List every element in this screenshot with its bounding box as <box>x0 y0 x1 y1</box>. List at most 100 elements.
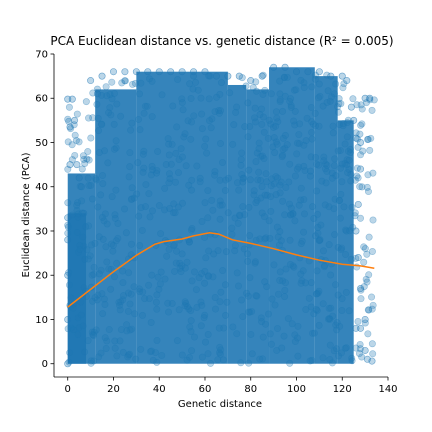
scatter-point <box>209 206 217 214</box>
scatter-point <box>220 324 228 332</box>
scatter-point <box>364 135 372 143</box>
scatter-point <box>332 281 340 289</box>
scatter-point <box>281 286 289 294</box>
scatter-point <box>251 259 259 267</box>
scatter-point <box>136 288 144 296</box>
scatter-point <box>255 139 263 147</box>
scatter-point <box>97 349 105 357</box>
scatter-point <box>167 68 175 76</box>
scatter-point <box>359 147 367 155</box>
scatter-point <box>140 109 148 117</box>
scatter-point <box>290 117 298 125</box>
scatter-point <box>148 113 156 121</box>
scatter-point <box>211 171 219 179</box>
scatter-point <box>127 240 135 248</box>
scatter-points <box>64 63 378 368</box>
scatter-point <box>82 223 90 231</box>
scatter-point <box>297 184 305 192</box>
scatter-point <box>253 292 261 300</box>
scatter-point <box>140 164 148 172</box>
scatter-point <box>215 107 223 115</box>
scatter-point <box>264 134 272 142</box>
scatter-point <box>237 161 245 169</box>
scatter-point <box>186 323 194 331</box>
scatter-point <box>87 134 95 142</box>
scatter-point <box>69 304 77 312</box>
scatter-point <box>76 245 84 253</box>
scatter-point <box>95 233 103 241</box>
scatter-point <box>173 337 181 345</box>
scatter-point <box>335 100 343 108</box>
scatter-point <box>164 299 172 307</box>
scatter-point <box>215 324 223 332</box>
scatter-point <box>328 93 336 101</box>
scatter-point <box>103 92 111 100</box>
scatter-point <box>368 106 376 114</box>
scatter-point <box>165 308 173 316</box>
scatter-point <box>307 153 315 161</box>
scatter-point <box>281 74 289 82</box>
scatter-point <box>282 265 290 273</box>
scatter-point <box>311 71 319 79</box>
scatter-point <box>174 169 182 177</box>
scatter-point <box>246 176 254 184</box>
scatter-point <box>252 87 260 95</box>
scatter-point <box>201 68 209 76</box>
scatter-point <box>279 151 287 159</box>
scatter-point <box>133 190 141 198</box>
scatter-point <box>287 103 295 111</box>
scatter-point <box>136 90 144 98</box>
scatter-point <box>345 156 353 164</box>
scatter-point <box>124 307 132 315</box>
scatter-point <box>274 290 282 298</box>
scatter-point <box>64 360 72 368</box>
scatter-point <box>127 290 135 298</box>
scatter-point <box>279 145 287 153</box>
scatter-point <box>80 242 88 250</box>
scatter-point <box>233 269 241 277</box>
scatter-point <box>238 149 246 157</box>
scatter-point <box>201 311 209 319</box>
scatter-point <box>211 294 219 302</box>
scatter-point <box>248 308 256 316</box>
scatter-point <box>369 350 377 358</box>
scatter-point <box>274 174 282 182</box>
scatter-point <box>240 245 248 253</box>
scatter-point <box>307 303 315 311</box>
scatter-point <box>163 252 171 260</box>
scatter-point <box>66 281 74 289</box>
scatter-point <box>358 120 366 128</box>
scatter-point <box>130 283 138 291</box>
scatter-point <box>236 211 244 219</box>
scatter-point <box>285 200 293 208</box>
scatter-point <box>361 315 369 323</box>
scatter-point <box>64 214 72 222</box>
scatter-point <box>266 234 274 242</box>
scatter-point <box>327 271 335 279</box>
scatter-point <box>219 159 227 167</box>
scatter-point <box>181 298 189 306</box>
scatter-point <box>334 108 342 116</box>
scatter-point <box>224 209 232 217</box>
scatter-point <box>335 196 343 204</box>
scatter-point <box>364 330 372 338</box>
scatter-point <box>236 212 244 220</box>
scatter-point <box>185 238 193 246</box>
scatter-point <box>267 193 275 201</box>
scatter-point <box>335 95 343 103</box>
scatter-point <box>303 114 311 122</box>
scatter-point <box>68 156 76 164</box>
scatter-point <box>147 347 155 355</box>
scatter-point <box>88 241 96 249</box>
scatter-point <box>241 123 249 131</box>
scatter-point <box>221 186 229 194</box>
scatter-point <box>247 330 255 338</box>
scatter-point <box>245 308 253 316</box>
scatter-point <box>107 111 115 119</box>
scatter-point <box>365 306 373 314</box>
scatter-point <box>339 120 347 128</box>
scatter-point <box>358 105 366 113</box>
scatter-point <box>276 268 284 276</box>
scatter-point <box>172 149 180 157</box>
y-tick-label: 20 <box>35 271 48 282</box>
